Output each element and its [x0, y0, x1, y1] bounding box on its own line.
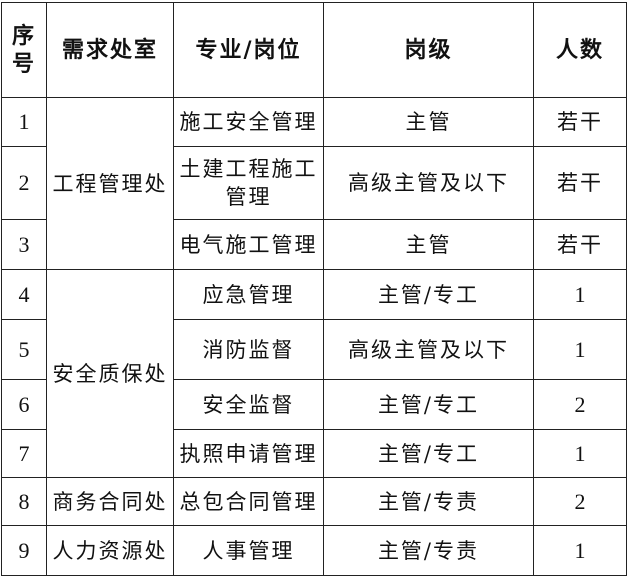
header-seq: 序号 — [0, 2, 48, 98]
count-cell: 1 — [532, 319, 627, 380]
table-row: 3 电气施工管理 主管 若干 — [0, 219, 627, 270]
table-row: 7 执照申请管理 主管/专工 1 — [0, 429, 627, 478]
position-cell: 土建工程施工管理 — [173, 146, 324, 220]
position-cell: 电气施工管理 — [173, 219, 324, 270]
count-cell: 1 — [532, 269, 627, 320]
seq-cell: 3 — [0, 219, 48, 270]
table-row: 6 安全监督 主管/专工 2 — [0, 379, 627, 430]
count-cell: 若干 — [532, 97, 627, 147]
seq-cell: 1 — [0, 97, 48, 147]
seq-cell: 8 — [0, 477, 48, 526]
table-row: 9 人力资源处 人事管理 主管/专责 1 — [0, 525, 627, 576]
seq-cell: 2 — [0, 146, 48, 220]
table-row: 1 工程管理处 施工安全管理 主管 若干 — [0, 97, 627, 270]
position-cell: 消防监督 — [173, 319, 324, 380]
position-cell: 安全监督 — [173, 379, 324, 430]
level-cell: 主管 — [322, 219, 534, 270]
count-cell: 1 — [532, 429, 627, 478]
header-position: 专业/岗位 — [173, 2, 324, 98]
count-cell: 2 — [532, 379, 627, 430]
count-cell: 若干 — [532, 219, 627, 270]
header-row: 序号 需求处室 专业/岗位 岗级 人数 — [0, 2, 627, 98]
position-cell: 人事管理 — [173, 525, 324, 576]
table-row: 2 土建工程施工管理 高级主管及以下 若干 — [0, 146, 627, 220]
position-cell: 总包合同管理 — [173, 477, 324, 526]
header-dept: 需求处室 — [46, 2, 174, 98]
dept-cell: 安全质保处 — [46, 269, 174, 478]
level-cell: 主管/专工 — [322, 429, 534, 478]
level-cell: 高级主管及以下 — [322, 146, 534, 220]
seq-cell: 6 — [0, 379, 48, 430]
count-cell: 若干 — [532, 146, 627, 220]
seq-cell: 5 — [0, 319, 48, 380]
seq-cell: 9 — [0, 525, 48, 576]
count-cell: 2 — [532, 477, 627, 526]
dept-cell: 工程管理处 — [46, 97, 174, 270]
table-row: 4 安全质保处 应急管理 主管/专工 1 — [0, 269, 627, 478]
header-count: 人数 — [532, 2, 627, 98]
level-cell: 主管/专责 — [322, 477, 534, 526]
count-cell: 1 — [532, 525, 627, 576]
position-cell: 应急管理 — [173, 269, 324, 320]
table-row: 5 消防监督 高级主管及以下 1 — [0, 319, 627, 380]
level-cell: 主管/专工 — [322, 269, 534, 320]
level-cell: 主管 — [322, 97, 534, 147]
position-cell: 执照申请管理 — [173, 429, 324, 478]
dept-cell: 人力资源处 — [46, 525, 174, 576]
dept-cell: 商务合同处 — [46, 477, 174, 526]
seq-cell: 7 — [0, 429, 48, 478]
level-cell: 主管/专责 — [322, 525, 534, 576]
level-cell: 主管/专工 — [322, 379, 534, 430]
position-cell: 施工安全管理 — [173, 97, 324, 147]
table-row: 8 商务合同处 总包合同管理 主管/专责 2 — [0, 477, 627, 526]
level-cell: 高级主管及以下 — [322, 319, 534, 380]
seq-cell: 4 — [0, 269, 48, 320]
header-level: 岗级 — [322, 2, 534, 98]
